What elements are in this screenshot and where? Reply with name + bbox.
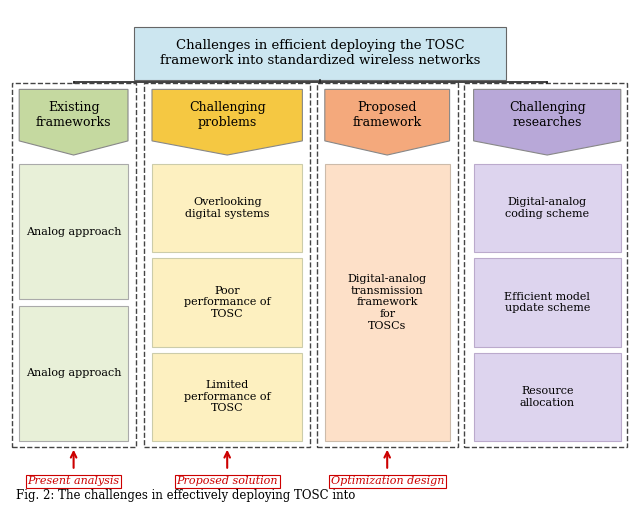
Polygon shape bbox=[474, 89, 621, 155]
Text: Fig. 2: The challenges in effectively deploying TOSC into: Fig. 2: The challenges in effectively de… bbox=[16, 489, 355, 502]
Polygon shape bbox=[19, 89, 128, 155]
FancyBboxPatch shape bbox=[474, 164, 621, 252]
Text: Limited
performance of
TOSC: Limited performance of TOSC bbox=[184, 380, 271, 414]
Polygon shape bbox=[152, 89, 302, 155]
FancyBboxPatch shape bbox=[19, 164, 128, 299]
Text: Existing
frameworks: Existing frameworks bbox=[36, 101, 111, 129]
Text: Challenging
researches: Challenging researches bbox=[509, 101, 586, 129]
Text: Challenging
problems: Challenging problems bbox=[189, 101, 266, 129]
FancyBboxPatch shape bbox=[474, 352, 621, 441]
Text: Proposed
framework: Proposed framework bbox=[353, 101, 422, 129]
Text: Analog approach: Analog approach bbox=[26, 368, 122, 378]
Text: Digital-analog
coding scheme: Digital-analog coding scheme bbox=[505, 197, 589, 219]
Text: Efficient model
update scheme: Efficient model update scheme bbox=[504, 292, 590, 313]
Text: Challenges in efficient deploying the TOSC
framework into standardized wireless : Challenges in efficient deploying the TO… bbox=[160, 39, 480, 67]
Text: Proposed solution: Proposed solution bbox=[177, 476, 278, 486]
FancyBboxPatch shape bbox=[152, 352, 303, 441]
FancyBboxPatch shape bbox=[19, 306, 128, 441]
Text: Analog approach: Analog approach bbox=[26, 227, 122, 237]
FancyBboxPatch shape bbox=[324, 164, 449, 441]
Text: Optimization design: Optimization design bbox=[330, 476, 444, 486]
Text: Digital-analog
transmission
framework
for
TOSCs: Digital-analog transmission framework fo… bbox=[348, 274, 427, 331]
Text: Poor
performance of
TOSC: Poor performance of TOSC bbox=[184, 286, 271, 319]
FancyBboxPatch shape bbox=[152, 164, 303, 252]
FancyBboxPatch shape bbox=[134, 26, 506, 79]
Text: Present analysis: Present analysis bbox=[28, 476, 120, 486]
Text: Overlooking
digital systems: Overlooking digital systems bbox=[185, 197, 269, 219]
Text: Resource
allocation: Resource allocation bbox=[520, 386, 575, 408]
Polygon shape bbox=[324, 89, 450, 155]
FancyBboxPatch shape bbox=[152, 259, 303, 346]
FancyBboxPatch shape bbox=[474, 259, 621, 346]
